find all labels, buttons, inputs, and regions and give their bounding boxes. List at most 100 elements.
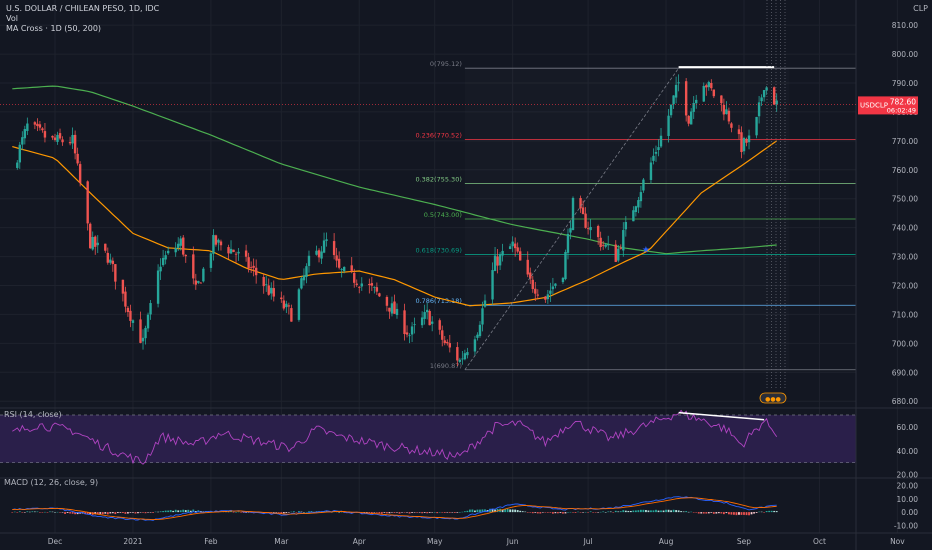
macd-histogram-bar — [604, 512, 607, 513]
candle-body — [340, 269, 343, 270]
candle-body — [36, 123, 39, 127]
candle-body — [403, 310, 406, 334]
macd-histogram-bar — [539, 512, 542, 514]
candle-body — [214, 235, 218, 245]
macd-histogram-bar — [516, 510, 519, 513]
macd-histogram-bar — [121, 512, 124, 514]
fibonacci-retracement[interactable]: 0(795.12) 0.236(770.52) 0.382(755.30) 0.5(7… — [415, 60, 856, 371]
fib-level-label: 0.5(743.00) — [424, 211, 462, 219]
macd-histogram-bar — [461, 511, 464, 513]
macd-histogram-bar — [157, 511, 159, 513]
candle-body — [353, 272, 356, 283]
candle-body — [742, 137, 746, 152]
moving-averages — [12, 85, 778, 307]
macd-histogram-bar — [162, 511, 165, 513]
macd-histogram-bar — [675, 510, 678, 513]
candle-body — [478, 324, 482, 336]
macd-histogram-bar — [562, 512, 564, 514]
macd-histogram-bar — [298, 511, 300, 513]
price-axis-tick-label: 800.00 — [892, 50, 918, 59]
candle-body — [252, 265, 255, 268]
drawings[interactable]: ★ ●●● — [464, 0, 787, 404]
candle-body — [272, 288, 275, 297]
macd-histogram-bar — [471, 509, 474, 513]
candle-body — [58, 133, 62, 139]
macd-histogram-bar — [61, 512, 64, 513]
price-tag-countdown: 06:02:49 — [887, 106, 916, 114]
candle-body — [604, 244, 607, 247]
macd-histogram-bar — [340, 511, 343, 513]
candle-body — [710, 82, 713, 89]
candle-body — [566, 234, 570, 253]
price-axis-tick-label: 700.00 — [892, 339, 918, 348]
macd-histogram-bar — [172, 510, 175, 513]
candle-body — [159, 266, 162, 272]
macd-histogram-bar — [622, 510, 625, 513]
candle-body — [687, 115, 690, 124]
macd-histogram-bar — [46, 512, 49, 513]
symbol-title[interactable]: U.S. DOLLAR / CHILEAN PESO, 1D, IDC — [6, 4, 160, 13]
candle-body — [254, 267, 258, 276]
macd-histogram-bar — [116, 512, 119, 514]
macd-histogram-bar — [408, 512, 411, 514]
macd-histogram-bar — [383, 512, 386, 513]
macd-histogram-bar — [700, 512, 703, 514]
macd-legend[interactable]: MACD (12, 26, close, 9) — [4, 478, 99, 487]
candle-body — [244, 250, 248, 257]
macd-histogram-bar — [194, 511, 197, 513]
ma-cross-legend[interactable]: MA Cross · 1D (50, 200) — [6, 24, 102, 33]
candle-body — [684, 81, 688, 116]
macd-histogram-bar — [582, 512, 584, 513]
macd-axis-tick-label: 10.00 — [897, 495, 919, 504]
candle-body — [652, 155, 655, 161]
macd-histogram-bar — [106, 512, 109, 515]
macd-histogram-bar — [147, 512, 149, 513]
candle-body — [285, 303, 288, 308]
rsi-legend[interactable]: RSI (14, close) — [4, 410, 62, 419]
candle-body — [413, 324, 416, 326]
candle-body — [639, 192, 643, 202]
x-axis-tick-label: Aug — [659, 537, 674, 546]
candle-body — [212, 234, 215, 254]
candle-body — [501, 250, 504, 256]
candle-body — [443, 340, 446, 344]
macd-histogram-bar — [401, 512, 403, 513]
macd-histogram-bar — [670, 510, 672, 513]
macd-histogram-bar — [431, 512, 434, 513]
macd-histogram-bar — [69, 512, 71, 514]
macd-histogram-bar — [463, 511, 466, 513]
price-tag-value: 782.60 — [890, 97, 916, 106]
price-axis-tick-label: 750.00 — [892, 195, 918, 204]
candle-body — [554, 283, 557, 286]
candle-body — [757, 102, 761, 117]
fib-level-label: 0(795.12) — [430, 60, 462, 68]
macd-histogram-bar — [667, 509, 670, 513]
macd-histogram-bar — [187, 509, 190, 513]
candle-body — [317, 250, 321, 258]
macd-histogram-bar — [712, 512, 715, 514]
candle-body — [53, 137, 57, 140]
candle-body — [586, 228, 590, 230]
macd-histogram-bar — [624, 510, 627, 513]
macd-histogram-bar — [169, 510, 172, 513]
candle-body — [94, 236, 97, 247]
macd-histogram-bar — [748, 512, 750, 516]
macd-histogram-bar — [23, 512, 26, 513]
macd-histogram-bar — [375, 512, 378, 513]
macd-histogram-bar — [554, 512, 557, 514]
candle-body — [33, 122, 37, 125]
candle-body — [395, 308, 399, 316]
price-axis-tick-label: 770.00 — [892, 137, 918, 146]
candle-body — [265, 284, 268, 286]
macd-histogram-bar — [202, 511, 205, 513]
candle-body — [428, 311, 431, 326]
candle-body — [456, 347, 459, 361]
candle-body — [529, 272, 532, 279]
volume-legend[interactable]: Vol — [6, 14, 18, 23]
price-tag-box — [858, 96, 918, 115]
ma50-line — [12, 140, 778, 307]
candle-body — [232, 249, 235, 253]
candle-body — [21, 137, 24, 145]
macd-histogram-bar — [418, 512, 421, 513]
